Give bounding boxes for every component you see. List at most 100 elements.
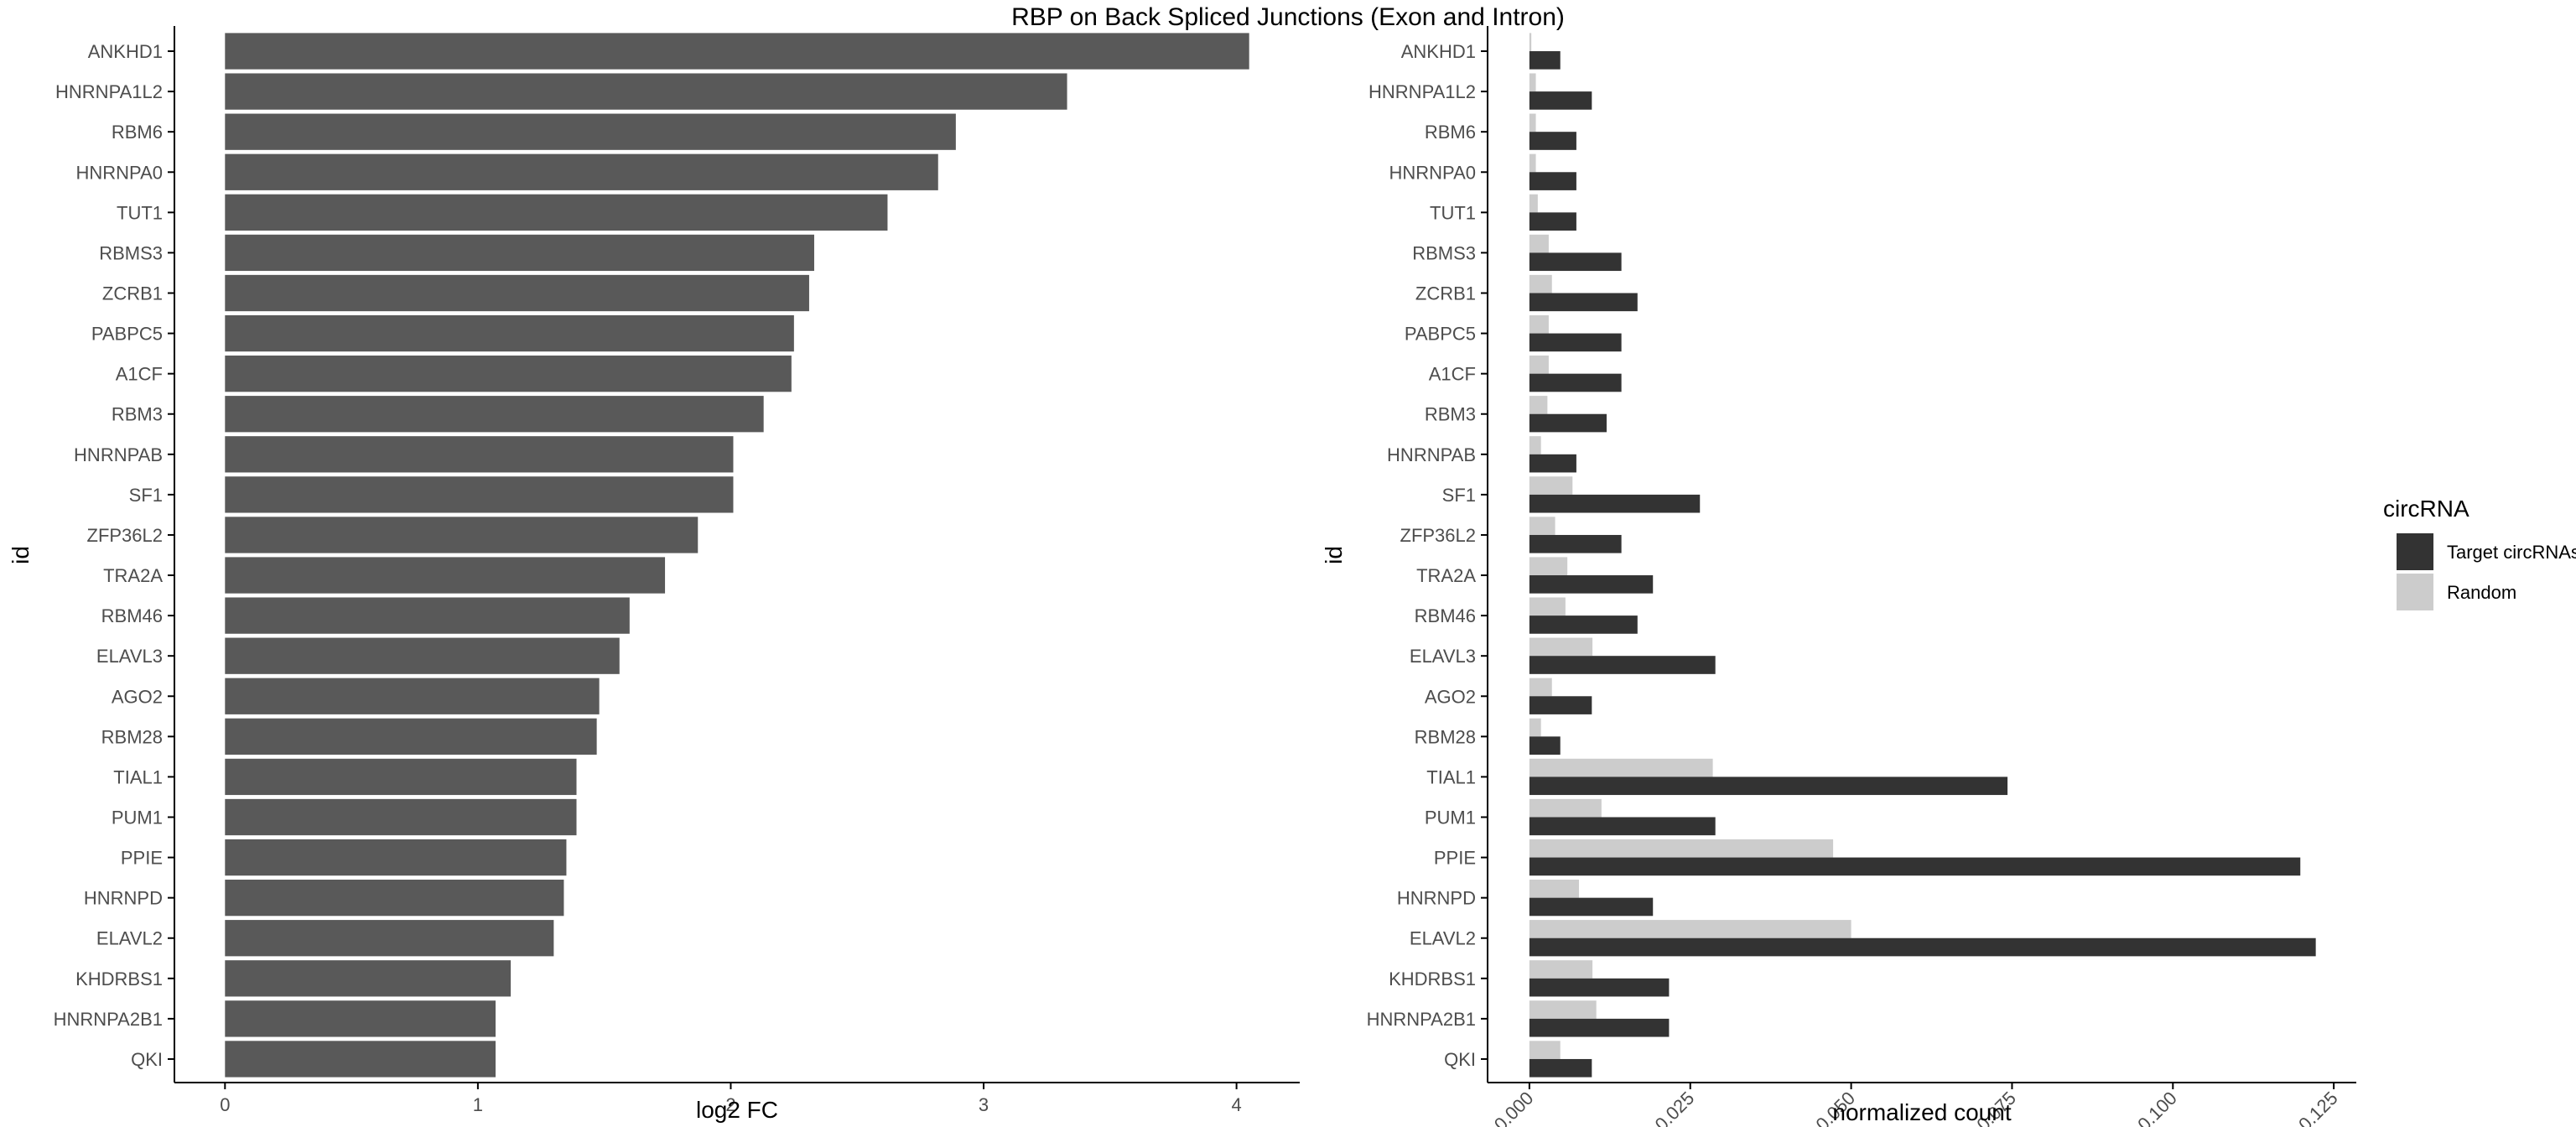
bar-elavl2	[225, 920, 554, 957]
x-tick-label: 0.125	[2294, 1088, 2342, 1127]
bar-random-zfp36l2	[1529, 517, 1555, 535]
bar-target-elavl3	[1529, 656, 1716, 674]
bar-target-ago2	[1529, 696, 1592, 714]
x-axis-title: log2 FC	[696, 1097, 778, 1123]
y-tick-label-rbm46: RBM46	[1415, 605, 1476, 626]
bar-random-rbm46	[1529, 597, 1566, 616]
y-tick-label-ago2: AGO2	[112, 686, 163, 707]
y-tick-label-hnrnpa1l2: HNRNPA1L2	[55, 81, 163, 102]
legend-title: circRNA	[2383, 496, 2470, 522]
bar-random-ppie	[1529, 839, 1834, 858]
y-tick-label-rbm46: RBM46	[101, 605, 163, 626]
bar-target-ankhd1	[1529, 51, 1561, 70]
bar-random-pum1	[1529, 798, 1602, 818]
bar-random-hnrnpd	[1529, 880, 1579, 898]
bar-sf1	[225, 476, 734, 513]
bar-tra2a	[225, 557, 666, 594]
y-tick-label-pum1: PUM1	[1425, 808, 1476, 828]
y-tick-label-ankhd1: ANKHD1	[1401, 41, 1476, 62]
y-tick-label-qki: QKI	[131, 1049, 163, 1070]
bar-rbms3	[225, 234, 814, 272]
y-tick-label-a1cf: A1CF	[1429, 364, 1476, 385]
legend: circRNA Target circRNAs Random	[2383, 496, 2576, 610]
y-tick-label-ago2: AGO2	[1425, 686, 1476, 707]
bar-ppie	[225, 839, 567, 876]
bar-rbm6	[225, 113, 956, 150]
bar-random-hnrnpa2b1	[1529, 1000, 1597, 1019]
x-axis-title: normalized count	[1832, 1099, 2011, 1125]
bar-rbm46	[225, 597, 630, 634]
y-tick-label-tra2a: TRA2A	[103, 565, 163, 586]
y-tick-label-elavl2: ELAVL2	[96, 928, 163, 949]
bar-target-tial1	[1529, 776, 2008, 796]
y-tick-label-a1cf: A1CF	[116, 364, 163, 385]
legend-label-random: Random	[2447, 582, 2516, 603]
x-tick-label: 0.025	[1651, 1088, 1699, 1127]
bar-random-ankhd1	[1529, 33, 1532, 52]
bar-random-tut1	[1529, 194, 1538, 213]
bar-random-qki	[1529, 1041, 1561, 1059]
bar-ago2	[225, 678, 600, 714]
bar-target-a1cf	[1529, 373, 1622, 392]
bar-hnrnpa0	[225, 153, 938, 190]
bar-target-khdrbs1	[1529, 978, 1670, 997]
bar-target-qki	[1529, 1058, 1592, 1078]
bar-random-a1cf	[1529, 356, 1549, 374]
y-tick-label-rbm3: RBM3	[1425, 404, 1476, 425]
bar-random-rbm6	[1529, 113, 1536, 132]
y-tick-label-rbm28: RBM28	[101, 726, 163, 747]
bar-a1cf	[225, 356, 792, 392]
y-tick-label-hnrnpa1l2: HNRNPA1L2	[1368, 81, 1476, 102]
bar-target-tut1	[1529, 212, 1576, 231]
y-tick-label-hnrnpd: HNRNPD	[1397, 888, 1476, 909]
y-tick-label-hnrnpa0: HNRNPA0	[1389, 162, 1476, 183]
bar-target-zfp36l2	[1529, 534, 1622, 553]
y-tick-label-ppie: PPIE	[1434, 848, 1476, 869]
x-tick-label: 0.000	[1490, 1088, 1538, 1127]
x-tick-label: 4	[1231, 1094, 1241, 1115]
x-tick-label: 1	[473, 1094, 483, 1115]
bar-pabpc5	[225, 314, 794, 352]
bar-zcrb1	[225, 274, 809, 312]
bar-qki	[225, 1041, 496, 1078]
bar-elavl3	[225, 637, 620, 674]
y-axis-title: id	[1321, 546, 1347, 564]
bar-random-hnrnpa1l2	[1529, 73, 1536, 92]
bar-target-ppie	[1529, 857, 2301, 876]
bar-random-rbm3	[1529, 396, 1548, 414]
chart-title: RBP on Back Spliced Junctions (Exon and …	[1011, 3, 1565, 31]
bar-target-zcrb1	[1529, 293, 1638, 312]
y-tick-label-sf1: SF1	[1442, 485, 1476, 506]
bar-target-rbm28	[1529, 736, 1561, 755]
y-tick-label-elavl3: ELAVL3	[96, 646, 163, 667]
y-tick-label-zcrb1: ZCRB1	[102, 283, 163, 304]
y-tick-label-pabpc5: PABPC5	[91, 324, 163, 345]
bar-hnrnpa2b1	[225, 1000, 496, 1037]
bar-random-elavl2	[1529, 920, 1852, 938]
bar-target-tra2a	[1529, 575, 1654, 594]
bar-random-tra2a	[1529, 557, 1568, 576]
bar-target-rbms3	[1529, 252, 1622, 272]
x-tick-label: 3	[979, 1094, 989, 1115]
bar-target-hnrnpab	[1529, 454, 1576, 473]
bar-khdrbs1	[225, 960, 512, 997]
x-tick-label: 0	[220, 1094, 230, 1115]
bar-random-hnrnpab	[1529, 436, 1541, 454]
bar-random-sf1	[1529, 476, 1573, 495]
y-tick-label-hnrnpa0: HNRNPA0	[75, 162, 163, 183]
bar-random-rbms3	[1529, 234, 1549, 253]
bar-random-elavl3	[1529, 637, 1593, 657]
bar-random-khdrbs1	[1529, 960, 1593, 979]
y-tick-label-tut1: TUT1	[1430, 202, 1476, 223]
bar-target-pum1	[1529, 817, 1716, 836]
bar-hnrnpab	[225, 436, 734, 473]
y-tick-label-sf1: SF1	[129, 485, 163, 506]
legend-key-random	[2397, 574, 2433, 610]
y-tick-label-hnrnpa2b1: HNRNPA2B1	[1367, 1009, 1476, 1030]
y-tick-label-zfp36l2: ZFP36L2	[1400, 525, 1477, 546]
y-tick-label-hnrnpab: HNRNPAB	[74, 444, 163, 465]
bar-pum1	[225, 798, 577, 836]
y-tick-label-elavl2: ELAVL2	[1410, 928, 1476, 949]
y-tick-label-rbms3: RBMS3	[1412, 242, 1476, 263]
bar-target-sf1	[1529, 494, 1701, 513]
